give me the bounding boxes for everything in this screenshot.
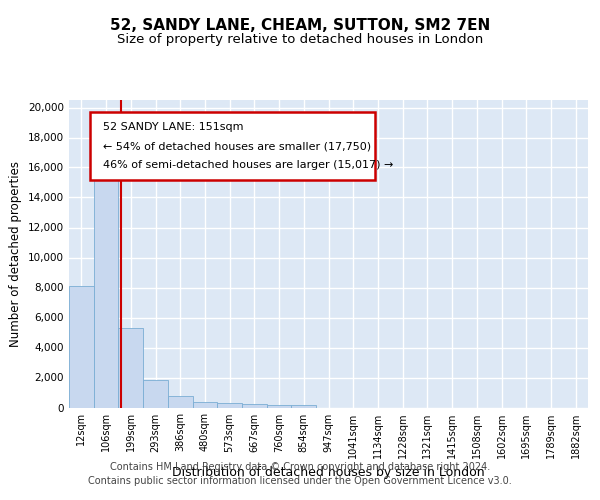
Bar (143, 380, 168, 407)
Text: Size of property relative to detached houses in London: Size of property relative to detached ho… (117, 32, 483, 46)
X-axis label: Distribution of detached houses by size in London: Distribution of detached houses by size … (172, 466, 485, 479)
Text: Contains HM Land Registry data © Crown copyright and database right 2024.: Contains HM Land Registry data © Crown c… (110, 462, 490, 472)
Bar (94, 158, 118, 408)
Bar (193, 402, 217, 407)
Bar (267, 404, 292, 407)
Bar (292, 405, 316, 407)
Text: ← 54% of detached houses are smaller (17,750): ← 54% of detached houses are smaller (17… (103, 141, 371, 151)
Text: 46% of semi-detached houses are larger (15,017) →: 46% of semi-detached houses are larger (… (103, 160, 393, 170)
Text: 52, SANDY LANE, CHEAM, SUTTON, SM2 7EN: 52, SANDY LANE, CHEAM, SUTTON, SM2 7EN (110, 18, 490, 32)
Text: Contains public sector information licensed under the Open Government Licence v3: Contains public sector information licen… (88, 476, 512, 486)
Bar (217, 404, 242, 407)
Bar (118, 328, 143, 407)
Bar (168, 396, 193, 407)
Text: 52 SANDY LANE: 151sqm: 52 SANDY LANE: 151sqm (103, 122, 243, 132)
FancyBboxPatch shape (90, 112, 375, 180)
Y-axis label: Number of detached properties: Number of detached properties (10, 161, 22, 347)
Bar (69, 286, 94, 408)
Bar (242, 404, 267, 407)
